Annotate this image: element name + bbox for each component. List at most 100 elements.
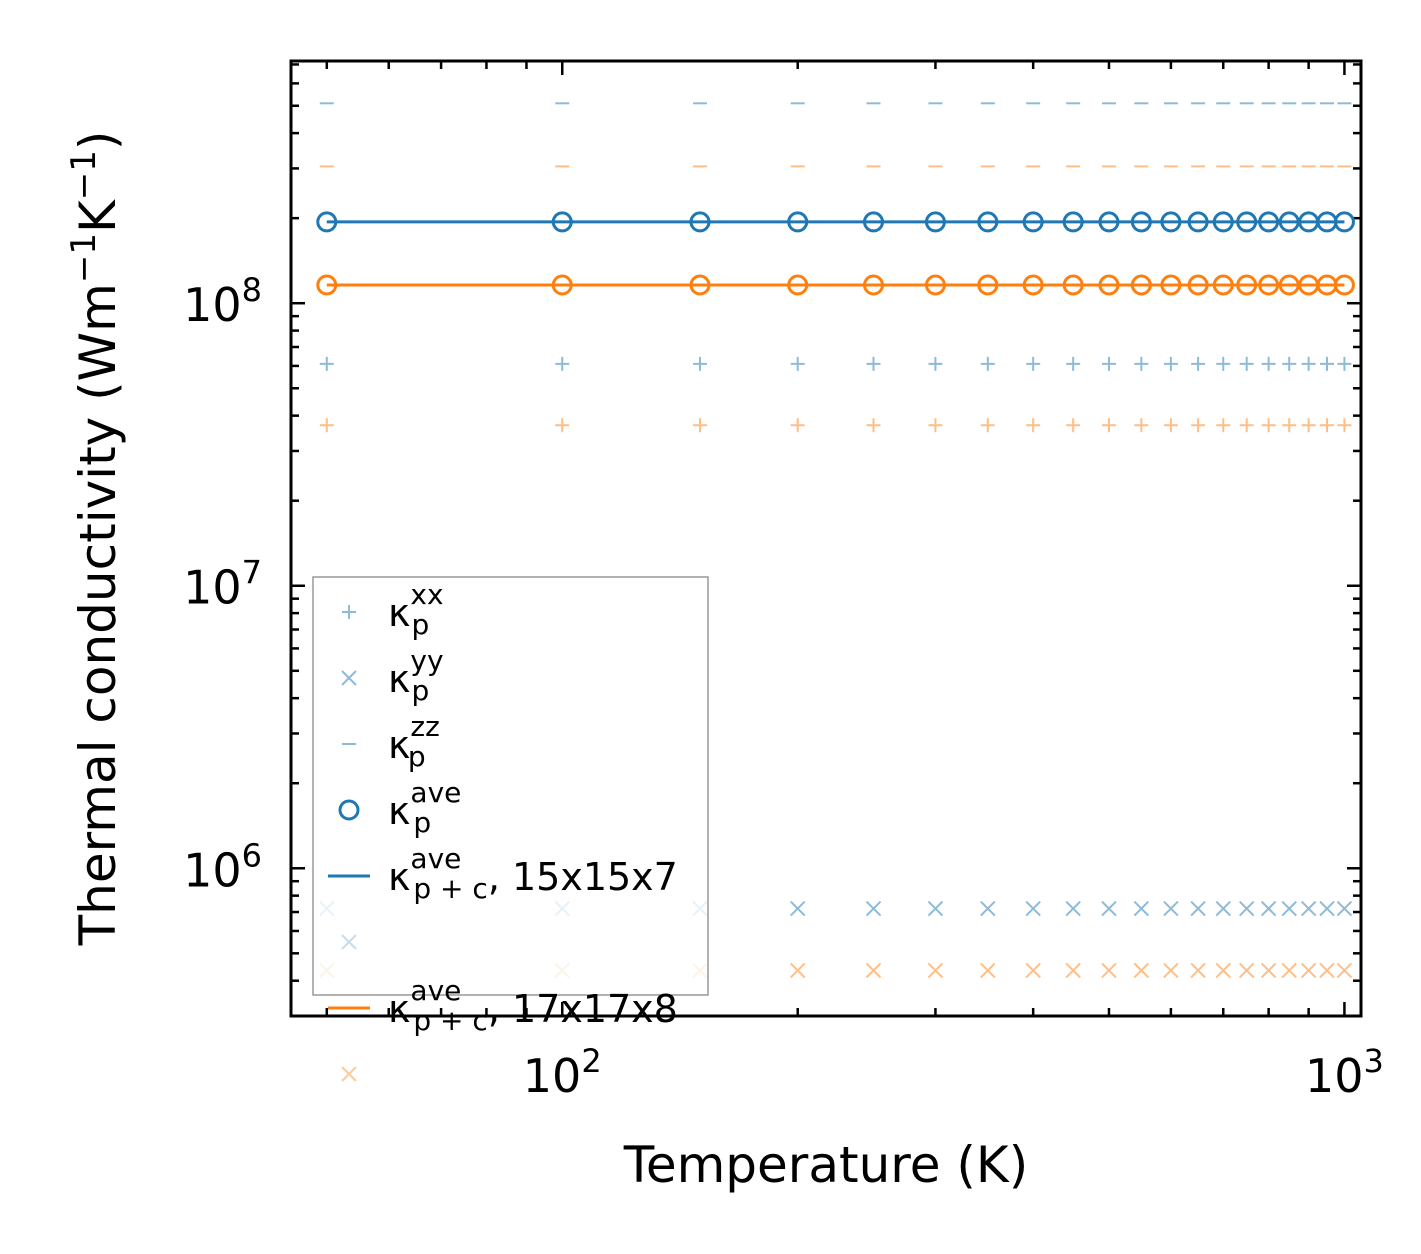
data-point bbox=[1260, 962, 1277, 979]
legend-box bbox=[312, 576, 709, 996]
data-point bbox=[1065, 962, 1081, 979]
data-point bbox=[928, 418, 943, 433]
data-point bbox=[1319, 900, 1335, 917]
legend-marker bbox=[341, 1066, 357, 1082]
legend-label: κyy p bbox=[388, 644, 444, 707]
y-tick-label-base: 10 bbox=[183, 843, 242, 897]
legend-entry: κave p + c, 17x17x8 bbox=[328, 974, 678, 1037]
data-point bbox=[927, 962, 944, 979]
data-point bbox=[1239, 356, 1254, 371]
data-point bbox=[1238, 900, 1255, 917]
data-point bbox=[980, 418, 995, 433]
legend-kappa: κ bbox=[388, 987, 410, 1031]
y-tick-label-exponent: 8 bbox=[242, 271, 262, 309]
data-point bbox=[1133, 900, 1150, 917]
data-point bbox=[1134, 356, 1149, 371]
data-point bbox=[1216, 418, 1231, 433]
x-axis-label: Temperature (K) bbox=[623, 1136, 1028, 1194]
legend-kappa: κ bbox=[388, 723, 410, 767]
data-point bbox=[1101, 356, 1116, 371]
legend-sub: p bbox=[412, 608, 430, 641]
legend-sub: p bbox=[413, 806, 431, 839]
data-point bbox=[692, 418, 707, 433]
series-kp_yy_17 bbox=[319, 962, 1353, 979]
legend-sub: p + c bbox=[413, 872, 487, 905]
legend-label: κave p bbox=[388, 776, 461, 839]
data-point bbox=[790, 900, 806, 917]
data-point bbox=[1215, 962, 1231, 979]
data-point bbox=[1337, 356, 1352, 371]
data-point bbox=[319, 356, 334, 371]
legend-marker bbox=[342, 605, 356, 619]
legend-label: κxx p bbox=[388, 578, 444, 641]
legend-sup: ave bbox=[410, 974, 461, 1007]
data-point bbox=[1163, 418, 1178, 433]
data-point bbox=[1260, 900, 1277, 917]
legend-sup: zz bbox=[410, 710, 439, 743]
y-tick-label-base: 10 bbox=[183, 561, 242, 615]
data-point bbox=[980, 356, 995, 371]
data-point bbox=[1163, 962, 1179, 979]
x-tick-label: 102 bbox=[523, 1042, 602, 1103]
legend-marker bbox=[341, 670, 357, 686]
legend-kappa: κ bbox=[388, 591, 410, 635]
legend-label: κave p + c, 15x15x7 bbox=[388, 842, 678, 905]
data-point bbox=[1300, 962, 1317, 979]
y-axis-label-end: ) bbox=[69, 131, 127, 151]
series-kp_xx_17 bbox=[319, 418, 1352, 433]
data-point bbox=[1301, 356, 1316, 371]
data-point bbox=[1101, 962, 1117, 979]
data-point bbox=[1238, 962, 1255, 979]
data-point bbox=[1336, 900, 1353, 917]
y-tick-label: 108 bbox=[183, 271, 262, 332]
data-point bbox=[555, 418, 570, 433]
data-point bbox=[1066, 418, 1081, 433]
legend-sub: p bbox=[412, 674, 430, 707]
legend-label: κave p + c, 17x17x8 bbox=[388, 974, 678, 1037]
legend-entry: κyy p bbox=[341, 644, 444, 707]
data-point bbox=[1190, 962, 1206, 979]
data-point bbox=[555, 356, 570, 371]
legend-sup: ave bbox=[410, 776, 461, 809]
legend-sup: xx bbox=[410, 578, 443, 611]
data-point bbox=[1163, 900, 1179, 917]
y-axis-label-k: K bbox=[69, 199, 127, 233]
data-point bbox=[1190, 900, 1206, 917]
x-tick-label-exponent: 3 bbox=[1364, 1042, 1384, 1080]
series-kp_xx_15 bbox=[319, 356, 1352, 371]
data-point bbox=[1025, 900, 1041, 917]
y-tick-label: 107 bbox=[183, 554, 262, 615]
data-point bbox=[1025, 962, 1041, 979]
y-axis-label-sup2: −1 bbox=[64, 150, 104, 200]
legend-entry bbox=[341, 1066, 357, 1082]
data-point bbox=[1134, 418, 1149, 433]
x-tick-label-exponent: 2 bbox=[581, 1042, 601, 1080]
data-point bbox=[1191, 418, 1206, 433]
x-tick-label-base: 10 bbox=[1305, 1049, 1364, 1103]
y-axis-label-main: Thermal conductivity (Wm bbox=[69, 283, 127, 946]
legend-suffix: , 17x17x8 bbox=[488, 987, 678, 1031]
data-point bbox=[319, 418, 334, 433]
legend-suffix: , 15x15x7 bbox=[488, 855, 678, 899]
data-point bbox=[1239, 418, 1254, 433]
plot-frame bbox=[289, 59, 1363, 1018]
data-point bbox=[1065, 900, 1081, 917]
legend-entry: κave p + c, 15x15x7 bbox=[328, 842, 678, 905]
data-point bbox=[980, 900, 996, 917]
data-point bbox=[980, 962, 996, 979]
data-point bbox=[1300, 900, 1317, 917]
legend-marker bbox=[341, 934, 357, 950]
legend-marker bbox=[338, 799, 360, 821]
data-point bbox=[866, 418, 881, 433]
y-axis-label: Thermal conductivity (Wm−1K−1) bbox=[64, 131, 127, 947]
data-point bbox=[1216, 356, 1231, 371]
y-tick-label-exponent: 7 bbox=[242, 554, 262, 592]
legend-kappa: κ bbox=[388, 657, 410, 701]
data-point bbox=[1282, 418, 1297, 433]
data-point bbox=[1261, 356, 1276, 371]
y-tick-label-exponent: 6 bbox=[242, 836, 262, 874]
data-point bbox=[1191, 356, 1206, 371]
